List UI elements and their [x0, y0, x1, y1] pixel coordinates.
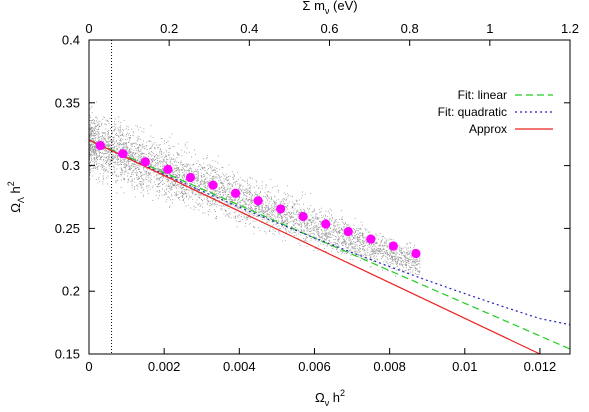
legend-label-linear: Fit: linear — [458, 88, 507, 102]
data-point — [321, 219, 331, 229]
x2-axis-label-suffix: (eV) — [329, 0, 357, 13]
cloud-samples — [89, 101, 421, 277]
x-axis-label-suffix: h — [329, 390, 340, 405]
x2-axis-label-sub: ν — [325, 6, 330, 16]
legend-label-quadratic: Fit: quadratic — [438, 105, 507, 119]
x2-tick-label: 1 — [486, 21, 493, 36]
data-point — [253, 196, 263, 206]
data-point — [230, 188, 241, 198]
data-point — [140, 157, 150, 167]
x2-tick-label: 0 — [85, 21, 92, 36]
x-tick-label: 0.012 — [524, 359, 557, 374]
data-point — [95, 140, 105, 151]
x-tick-label: 0.006 — [298, 359, 331, 374]
x2-tick-label: 0.4 — [240, 21, 258, 36]
x-axis-label-base: Ω — [315, 390, 325, 405]
y-axis-label-suffix: h — [8, 186, 23, 197]
series-lines — [88, 139, 571, 355]
x2-tick-label: 0.2 — [160, 21, 178, 36]
data-point — [343, 226, 353, 237]
series-line-1 — [88, 139, 571, 326]
y-axis-label: ΩΛ h2 — [6, 181, 26, 213]
data-point — [276, 204, 286, 214]
y-tick-label: 0.25 — [55, 221, 80, 236]
y-tick-label: 0.35 — [55, 95, 80, 110]
x2-axis-label: Σ mν (eV) — [302, 0, 357, 16]
x-axis-label: Ων h2 — [315, 388, 345, 408]
series-line-2 — [88, 139, 541, 355]
data-point — [366, 234, 376, 244]
x-tick-label: 0.01 — [452, 359, 477, 374]
x-tick-label: 0.008 — [373, 359, 406, 374]
y-axis-label-sup: 2 — [6, 181, 16, 186]
legend: Fit: linear Fit: quadratic Approx — [438, 88, 553, 136]
data-point — [163, 164, 173, 174]
tick-labels: 0 0.002 0.004 0.006 0.008 0.01 0.012 0 0.2 0.4 0.6… — [55, 21, 579, 374]
y-axis-label-base: Ω — [8, 203, 23, 213]
x2-tick-label: 1.2 — [561, 21, 579, 36]
data-point — [118, 149, 128, 159]
x-axis-label-sub: ν — [325, 398, 330, 408]
y-axis-label-sub: Λ — [16, 197, 26, 203]
data-point — [298, 211, 308, 222]
data-points — [95, 140, 421, 259]
x2-tick-label: 0.6 — [320, 21, 338, 36]
x2-tick-label: 0.8 — [401, 21, 419, 36]
y-tick-label: 0.3 — [62, 158, 80, 173]
scatter-cloud — [89, 101, 421, 277]
y-tick-label: 0.2 — [62, 284, 80, 299]
data-point — [185, 172, 196, 183]
x2-axis-label-prefix: Σ m — [302, 0, 324, 13]
x-tick-label: 0.002 — [148, 359, 181, 374]
data-point — [388, 241, 398, 251]
data-point — [411, 248, 421, 259]
data-point — [208, 180, 218, 190]
x-tick-label: 0 — [85, 359, 92, 374]
x-tick-label: 0.004 — [223, 359, 256, 374]
legend-label-approx: Approx — [469, 122, 507, 136]
y-tick-label: 0.15 — [55, 347, 80, 362]
y-tick-label: 0.4 — [62, 33, 80, 48]
x-axis-label-sup: 2 — [340, 388, 345, 398]
axis-ticks — [88, 39, 571, 355]
